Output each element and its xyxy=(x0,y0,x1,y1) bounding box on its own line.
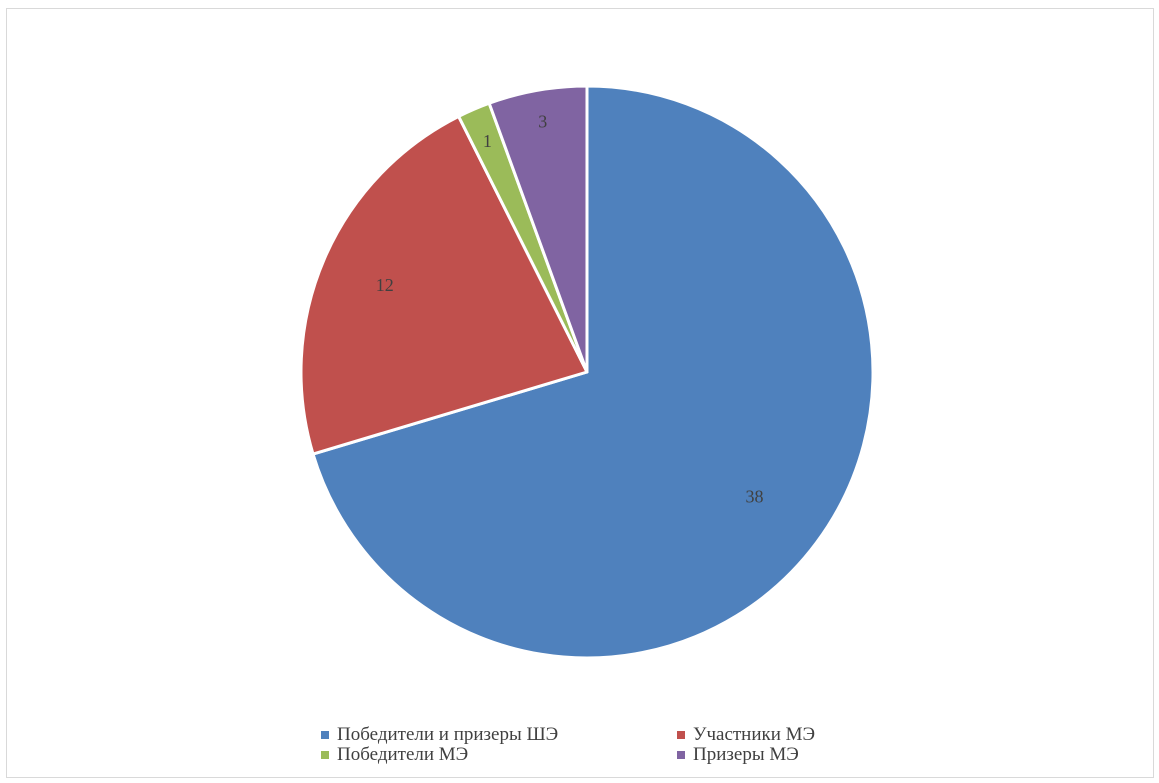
legend-label-1: Участники МЭ xyxy=(693,724,816,745)
legend-item-2: Победители МЭ xyxy=(321,744,677,765)
legend-swatch-3 xyxy=(677,751,685,759)
chart-area: 38 12 1 3 Победители и призеры ШЭ Участн… xyxy=(6,8,1154,778)
pie-chart: 38 12 1 3 xyxy=(299,84,875,660)
pie-slices xyxy=(299,84,875,660)
legend-label-2: Победители МЭ xyxy=(337,744,469,765)
pie-slice-3 xyxy=(487,84,589,374)
data-label-3: 3 xyxy=(538,111,547,131)
legend-swatch-1 xyxy=(677,731,685,739)
pie-slice-1 xyxy=(299,114,589,456)
legend-item-3: Призеры МЭ xyxy=(677,744,877,765)
data-label-0: 38 xyxy=(745,487,763,507)
legend-label-0: Победители и призеры ШЭ xyxy=(337,724,559,745)
legend-item-1: Участники МЭ xyxy=(677,724,877,745)
legend-label-3: Призеры МЭ xyxy=(693,744,799,765)
legend-item-0: Победители и призеры ШЭ xyxy=(321,724,677,745)
legend-swatch-0 xyxy=(321,731,329,739)
data-label-2: 1 xyxy=(483,131,492,151)
data-label-1: 12 xyxy=(376,275,394,295)
pie-data-labels: 38 12 1 3 xyxy=(376,111,764,506)
pie-slice-0 xyxy=(311,84,875,660)
legend-swatch-2 xyxy=(321,751,329,759)
legend: Победители и призеры ШЭ Участники МЭ Поб… xyxy=(321,724,877,765)
